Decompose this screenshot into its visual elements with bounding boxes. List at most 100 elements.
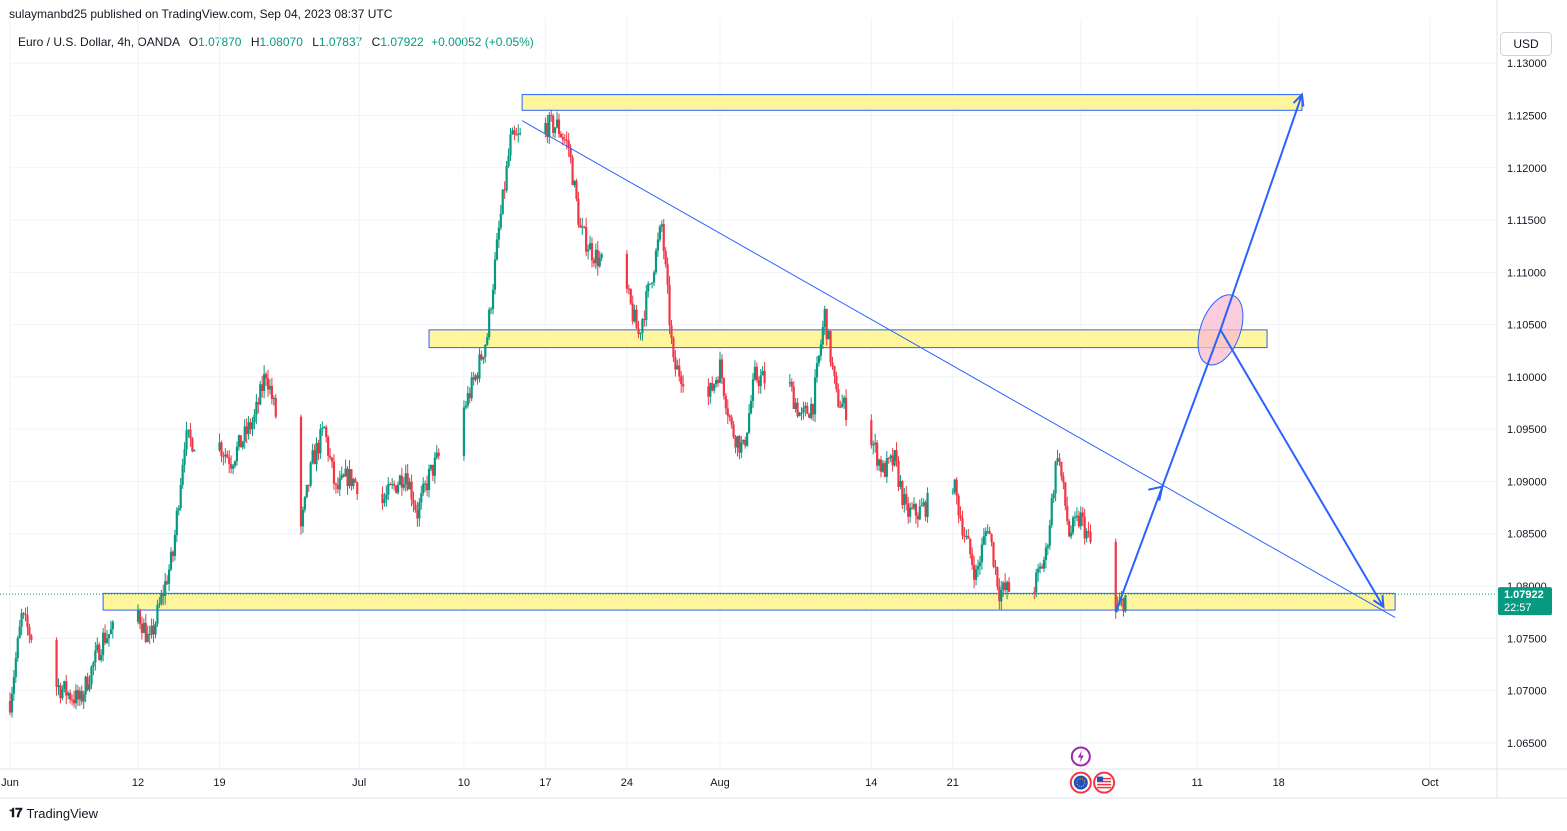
- candle-body: [433, 457, 436, 476]
- candle-body: [974, 569, 978, 580]
- candle-body: [420, 493, 423, 503]
- candle-body: [519, 133, 522, 135]
- candle-body: [1081, 512, 1084, 517]
- candle-body: [794, 402, 797, 409]
- candle-body: [592, 260, 596, 264]
- candle-body: [412, 499, 415, 505]
- candle-body: [476, 375, 479, 379]
- candle-body: [513, 130, 516, 135]
- x-tick-label: 17: [539, 777, 551, 789]
- candle-body: [967, 535, 970, 539]
- candle-body: [1122, 598, 1125, 612]
- candle-body: [889, 455, 892, 459]
- last-price-tag: [1498, 587, 1552, 616]
- candle-body: [84, 676, 87, 695]
- candle-body: [301, 509, 305, 527]
- high-label: H: [250, 35, 260, 49]
- candle-body: [674, 357, 677, 370]
- candle-body: [1033, 591, 1036, 593]
- candle-body: [730, 417, 733, 425]
- projection-arrow-up: [1114, 94, 1303, 613]
- candle-body: [90, 666, 93, 685]
- candle-body: [162, 593, 165, 597]
- candle-body: [810, 403, 813, 418]
- candle-body: [751, 379, 755, 401]
- candle-body: [416, 510, 419, 519]
- currency-button[interactable]: USD: [1500, 32, 1552, 56]
- candle-body: [111, 621, 114, 630]
- candle-body: [497, 227, 500, 240]
- candle-body: [755, 366, 758, 381]
- candle-body: [986, 531, 989, 533]
- candle-body: [924, 502, 927, 517]
- x-tick-label: Aug: [710, 777, 730, 789]
- candle-body: [550, 115, 553, 117]
- candle-body: [187, 429, 190, 431]
- candle-body: [885, 457, 888, 477]
- candle-body: [404, 473, 407, 485]
- candle-body: [72, 699, 76, 704]
- candle-body: [1079, 512, 1082, 527]
- candle-body: [233, 461, 237, 466]
- candle-body: [226, 454, 229, 458]
- x-tick-label: 10: [458, 777, 470, 789]
- candle-body: [746, 432, 749, 446]
- candle-body: [827, 330, 830, 340]
- candle-body: [829, 330, 832, 363]
- candle-body: [571, 157, 574, 186]
- candle-body: [662, 224, 665, 251]
- candle-body: [493, 259, 497, 290]
- candle-body: [718, 359, 722, 383]
- candle-body: [881, 463, 885, 472]
- candle-body: [257, 402, 260, 405]
- candle-body: [228, 457, 231, 465]
- candle-body: [586, 249, 590, 252]
- candle-body: [569, 147, 572, 158]
- symbol-name: Euro / U.S. Dollar, 4h, OANDA: [18, 35, 180, 49]
- candle-body: [507, 155, 510, 167]
- support-resistance-zone: [521, 94, 1303, 111]
- candle-body: [156, 605, 159, 624]
- projection-arrow-up-head: [1292, 92, 1305, 107]
- candle-body: [181, 464, 184, 485]
- candle-body: [567, 140, 570, 148]
- candle-body: [1037, 568, 1040, 573]
- candle-body: [396, 484, 400, 493]
- candle-body: [1066, 505, 1069, 522]
- candle-body: [594, 249, 597, 264]
- candle-body: [790, 381, 793, 387]
- candle-body: [406, 473, 409, 490]
- candle-body: [251, 422, 254, 430]
- candle-body: [24, 614, 27, 616]
- candle-body: [788, 381, 791, 384]
- candle-body: [462, 407, 466, 456]
- candle-body: [839, 406, 842, 408]
- candle-body: [249, 422, 252, 430]
- candle-body: [317, 442, 320, 454]
- y-tick-label: 1.11500: [1507, 215, 1546, 227]
- candle-body: [600, 254, 603, 259]
- candle-body: [191, 438, 194, 452]
- x-tick-label: 11: [1192, 777, 1203, 789]
- us-flag-icon: [1093, 771, 1116, 794]
- candle-body: [907, 503, 910, 517]
- candle-body: [1007, 581, 1011, 592]
- tradingview-brand[interactable]: 𝟏𝟕 TradingView: [9, 805, 98, 821]
- candle-body: [468, 393, 471, 399]
- candle-body: [965, 535, 968, 537]
- candle-body: [59, 685, 62, 699]
- candle-body: [408, 481, 411, 490]
- candle-body: [821, 326, 824, 345]
- candle-body: [1046, 545, 1049, 548]
- candle-body: [641, 319, 644, 334]
- candle-body: [338, 478, 341, 490]
- candle-body: [86, 676, 89, 690]
- candle-body: [959, 515, 962, 519]
- candle-body: [109, 629, 112, 635]
- candle-body: [175, 510, 178, 535]
- candle-body: [759, 375, 762, 387]
- candle-body: [319, 429, 322, 454]
- candle-body: [747, 413, 751, 433]
- candle-body: [148, 633, 151, 635]
